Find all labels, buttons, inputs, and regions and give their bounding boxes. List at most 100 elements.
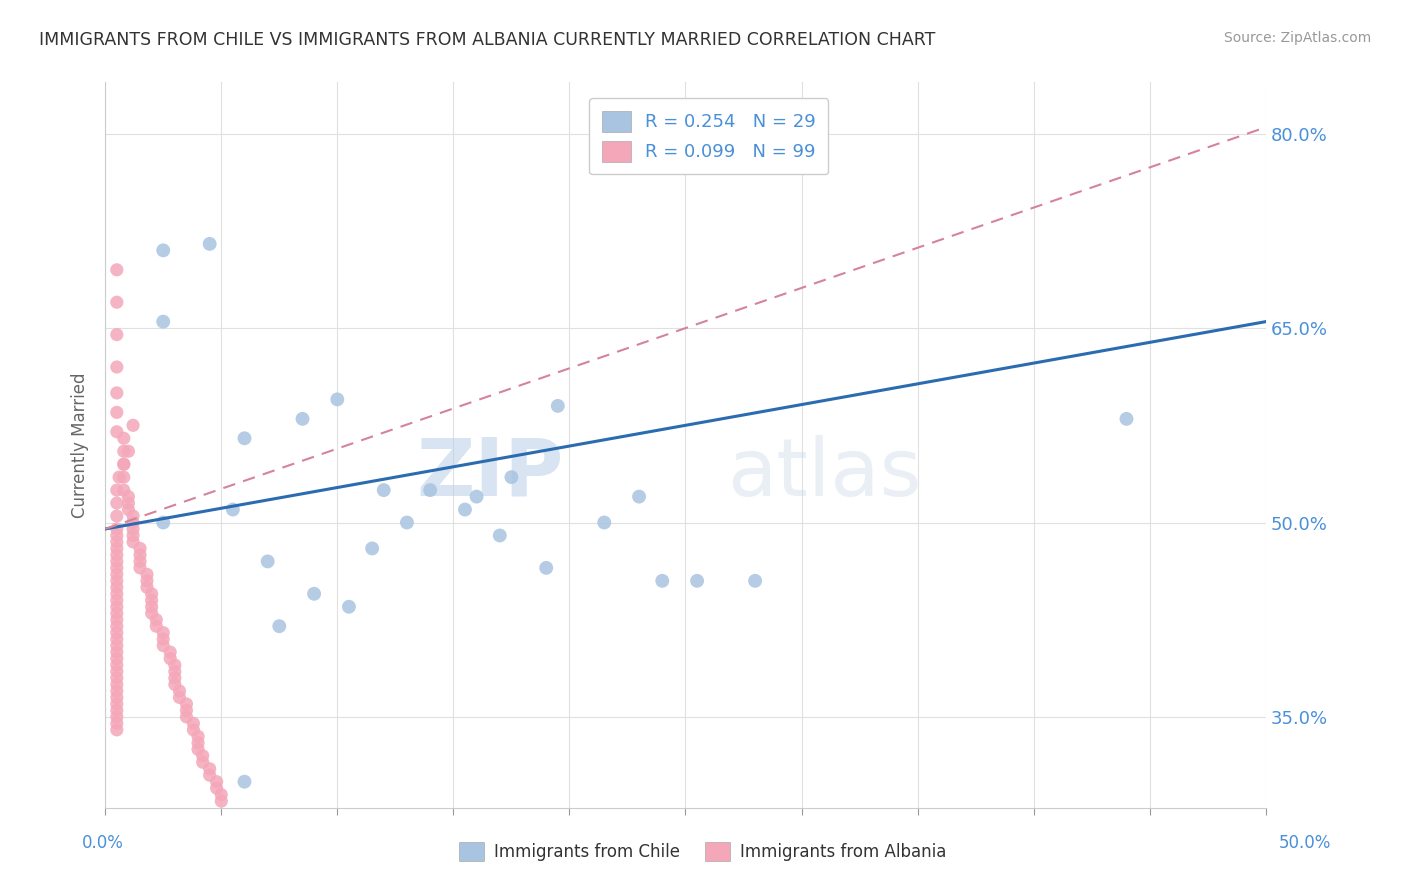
Point [145,613,167,627]
Point [159,645,181,659]
Legend: R = 0.254   N = 29, R = 0.099   N = 99: R = 0.254 N = 29, R = 0.099 N = 99 [589,98,828,174]
Point [122,418,145,433]
Point [112,457,135,471]
Point [105,645,128,659]
Point [141,593,163,607]
Point [122,535,145,549]
Point [176,710,198,724]
Point [169,690,191,705]
Point [187,736,209,750]
Point [105,599,128,614]
Point [141,606,163,620]
Point [108,470,131,484]
Point [105,496,128,510]
Point [105,483,128,497]
Point [117,490,139,504]
Point [105,541,128,556]
Point [222,502,245,516]
Point [136,567,159,582]
Point [145,619,167,633]
Point [105,697,128,711]
Point [105,535,128,549]
Point [105,690,128,705]
Point [395,516,418,530]
Point [122,509,145,524]
Point [744,574,766,588]
Point [117,444,139,458]
Point [122,528,145,542]
Point [105,619,128,633]
Point [454,502,477,516]
Point [651,574,673,588]
Point [163,665,186,679]
Point [198,768,221,782]
Point [1115,412,1137,426]
Point [117,496,139,510]
Point [105,613,128,627]
Point [163,671,186,685]
Point [198,236,221,251]
Point [183,723,205,737]
Point [302,587,325,601]
Point [105,658,128,673]
Point [112,444,135,458]
Point [112,483,135,497]
Point [488,528,510,542]
Point [105,703,128,717]
Point [233,431,256,445]
Point [534,561,557,575]
Point [105,327,128,342]
Point [105,580,128,594]
Point [105,425,128,439]
Point [122,516,145,530]
Point [152,639,174,653]
Point [129,561,152,575]
Point [105,522,128,536]
Point [105,295,128,310]
Point [112,470,135,484]
Point [159,651,181,665]
Point [105,651,128,665]
Text: 50.0%: 50.0% [1278,834,1331,852]
Point [105,554,128,568]
Point [419,483,441,497]
Text: ZIP: ZIP [416,434,564,513]
Point [233,774,256,789]
Text: Source: ZipAtlas.com: Source: ZipAtlas.com [1223,31,1371,45]
Point [117,502,139,516]
Point [198,762,221,776]
Point [191,748,214,763]
Point [105,561,128,575]
Legend: Immigrants from Chile, Immigrants from Albania: Immigrants from Chile, Immigrants from A… [453,835,953,868]
Point [105,632,128,647]
Point [105,385,128,400]
Point [129,548,152,562]
Point [209,788,232,802]
Point [105,639,128,653]
Point [105,262,128,277]
Point [152,625,174,640]
Point [187,742,209,756]
Point [152,315,174,329]
Point [686,574,709,588]
Point [373,483,395,497]
Point [105,684,128,698]
Point [152,516,174,530]
Point [105,625,128,640]
Point [105,710,128,724]
Point [547,399,569,413]
Point [105,567,128,582]
Point [163,658,186,673]
Point [361,541,384,556]
Point [187,729,209,743]
Point [141,599,163,614]
Text: 0.0%: 0.0% [82,834,124,852]
Point [163,677,186,691]
Point [205,774,228,789]
Point [105,593,128,607]
Point [256,554,278,568]
Point [269,619,291,633]
Point [176,703,198,717]
Point [122,522,145,536]
Point [136,580,159,594]
